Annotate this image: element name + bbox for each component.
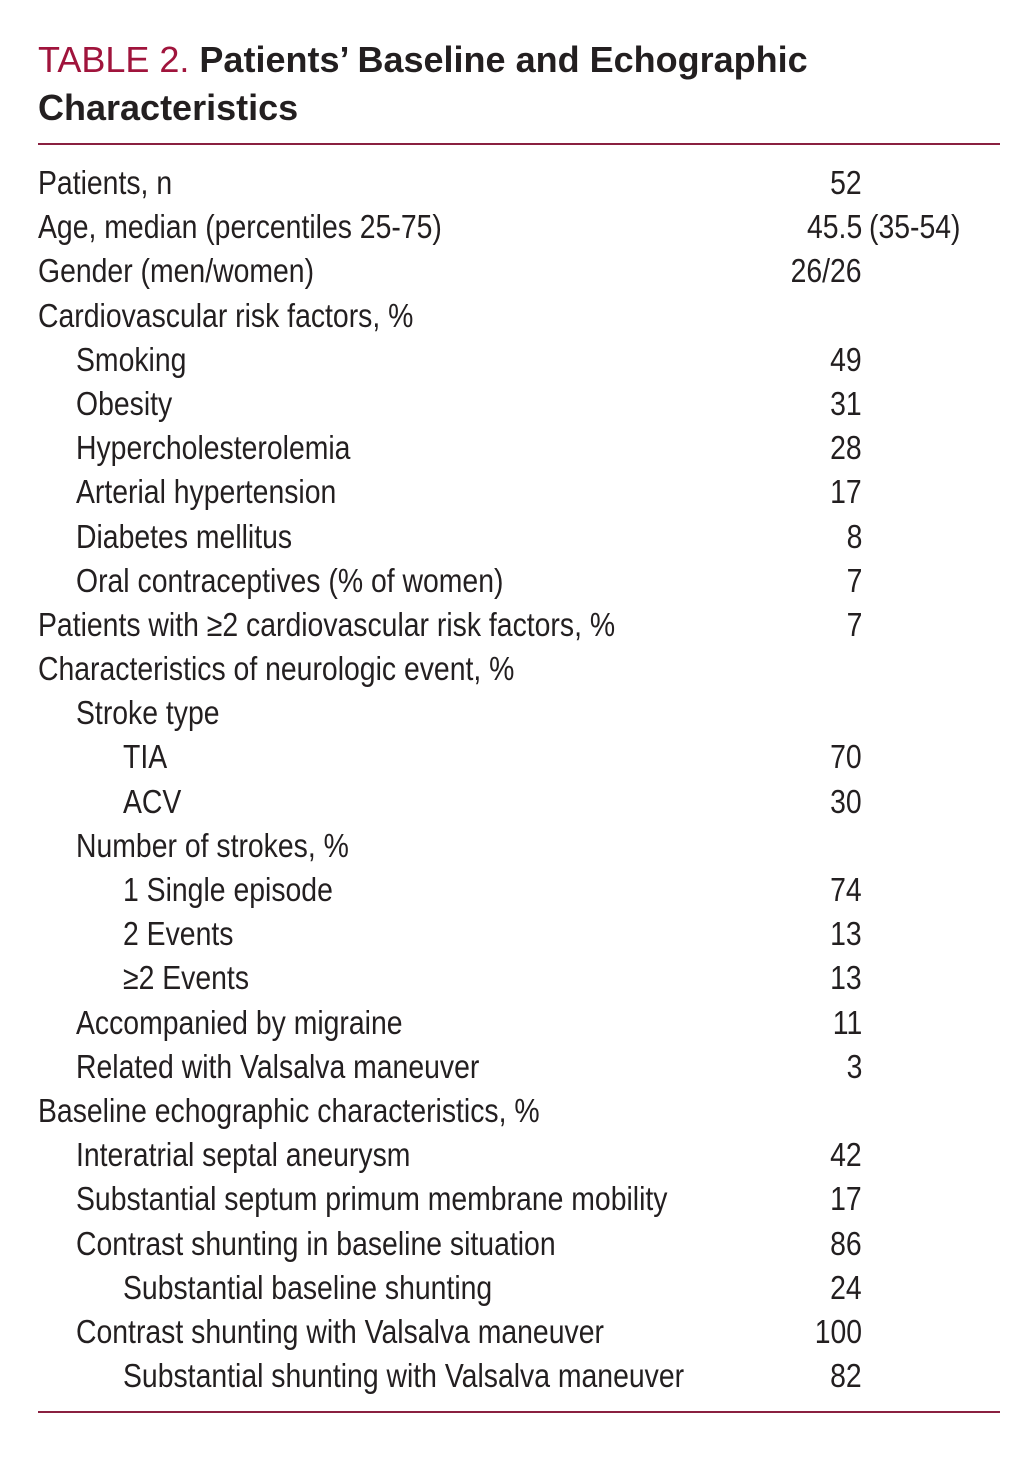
- row-value: 13: [830, 915, 862, 953]
- top-rule: [38, 143, 1000, 145]
- table-row: Substantial septum primum membrane mobil…: [0, 1177, 1033, 1221]
- row-label: 2 Events: [123, 915, 234, 953]
- row-label: TIA: [123, 738, 168, 776]
- row-value: 45.5: [806, 208, 862, 246]
- table-row: ≥2 Events 13: [0, 956, 1033, 1000]
- row-label: Substantial septum primum membrane mobil…: [76, 1180, 668, 1218]
- table-row: Contrast shunting with Valsalva maneuver…: [0, 1310, 1033, 1354]
- row-value: 30: [830, 782, 862, 820]
- table-row: Arterial hypertension 17: [0, 470, 1033, 514]
- row-value-range: (35-54): [869, 208, 961, 246]
- row-value: 74: [830, 871, 862, 908]
- row-label: Accompanied by migraine: [76, 1003, 403, 1041]
- table-row: 2 Events 13: [0, 912, 1033, 956]
- row-label: Arterial hypertension: [76, 473, 337, 511]
- row-label: Substantial baseline shunting: [123, 1268, 493, 1306]
- row-label: ACV: [123, 782, 182, 820]
- row-label: Gender (men/women): [38, 252, 315, 290]
- table-row: Characteristics of neurologic event, %: [0, 647, 1033, 691]
- row-value: 52: [830, 164, 862, 201]
- row-value: 7: [846, 605, 862, 643]
- row-value: 42: [830, 1136, 862, 1174]
- row-label: Cardiovascular risk factors, %: [38, 296, 414, 334]
- row-value: 26/26: [790, 252, 862, 290]
- row-value: 86: [830, 1224, 862, 1262]
- row-value: 11: [832, 1003, 862, 1041]
- row-label: 1 Single episode: [123, 871, 333, 908]
- table-row: Contrast shunting in baseline situation 8…: [0, 1222, 1033, 1266]
- row-label: Hypercholesterolemia: [76, 429, 351, 467]
- table-row: Patients with ≥2 cardiovascular risk fac…: [0, 603, 1033, 647]
- table-row: Related with Valsalva maneuver 3: [0, 1045, 1033, 1089]
- row-label: Contrast shunting in baseline situation: [76, 1224, 556, 1262]
- row-label: Patients, n: [38, 164, 173, 201]
- table-row: Stroke type: [0, 691, 1033, 735]
- row-value: 24: [830, 1268, 862, 1306]
- table-row: Substantial baseline shunting 24: [0, 1266, 1033, 1310]
- row-value: 28: [830, 429, 862, 467]
- row-label: Number of strokes, %: [76, 826, 349, 864]
- table-row: Accompanied by migraine 11: [0, 1001, 1033, 1045]
- row-label: Patients with ≥2 cardiovascular risk fac…: [38, 605, 616, 643]
- row-label: Diabetes mellitus: [76, 517, 293, 555]
- table-row: Gender (men/women) 26/26: [0, 249, 1033, 293]
- table-caption: Patients’ Baseline and Echographic Chara…: [38, 39, 808, 128]
- row-value: 31: [830, 384, 862, 422]
- bottom-rule: [38, 1411, 1000, 1413]
- table-row: Cardiovascular risk factors, %: [0, 294, 1033, 338]
- row-value: 100: [814, 1312, 862, 1350]
- table-row: TIA 70: [0, 735, 1033, 779]
- row-label: Smoking: [76, 340, 187, 378]
- row-value: 13: [830, 959, 862, 997]
- row-value: 7: [846, 561, 862, 599]
- table-row: Age, median (percentiles 25-75) 45.5 (35-5…: [0, 205, 1033, 249]
- table-row: ACV 30: [0, 780, 1033, 824]
- table-body: Patients, n 52 Age, median (percentiles 25…: [0, 161, 1033, 1398]
- row-value: 70: [830, 738, 862, 776]
- row-value: 17: [830, 1180, 862, 1218]
- table-row: 1 Single episode 74: [0, 868, 1033, 912]
- table-row: Hypercholesterolemia 28: [0, 426, 1033, 470]
- row-label: Substantial shunting with Valsalva maneu…: [123, 1357, 685, 1395]
- row-value: 49: [830, 340, 862, 378]
- row-value: 17: [830, 473, 862, 511]
- row-label: ≥2 Events: [123, 959, 250, 997]
- row-value: 3: [846, 1047, 862, 1085]
- row-value: 8: [846, 517, 862, 555]
- row-label: Stroke type: [76, 694, 220, 732]
- table-row: Interatrial septal aneurysm 42: [0, 1133, 1033, 1177]
- table-number: TABLE 2.: [38, 39, 190, 80]
- table-row: Substantial shunting with Valsalva maneu…: [0, 1354, 1033, 1398]
- table-row: Smoking 49: [0, 338, 1033, 382]
- table-title: TABLE 2. Patients’ Baseline and Echograp…: [38, 36, 998, 132]
- table-row: Patients, n 52: [0, 161, 1033, 205]
- table-row: Obesity 31: [0, 382, 1033, 426]
- table-row: Baseline echographic characteristics, %: [0, 1089, 1033, 1133]
- row-label: Contrast shunting with Valsalva maneuver: [76, 1312, 604, 1350]
- row-value: 82: [830, 1357, 862, 1395]
- row-label: Age, median (percentiles 25-75): [38, 208, 442, 246]
- row-label: Baseline echographic characteristics, %: [38, 1091, 540, 1129]
- row-label: Characteristics of neurologic event, %: [38, 650, 515, 688]
- row-label: Oral contraceptives (% of women): [76, 561, 504, 599]
- table-row: Diabetes mellitus 8: [0, 515, 1033, 559]
- row-label: Related with Valsalva maneuver: [76, 1047, 480, 1085]
- row-label: Obesity: [76, 384, 173, 422]
- row-label: Interatrial septal aneurysm: [76, 1136, 411, 1174]
- table-row: Number of strokes, %: [0, 824, 1033, 868]
- table-row: Oral contraceptives (% of women) 7: [0, 559, 1033, 603]
